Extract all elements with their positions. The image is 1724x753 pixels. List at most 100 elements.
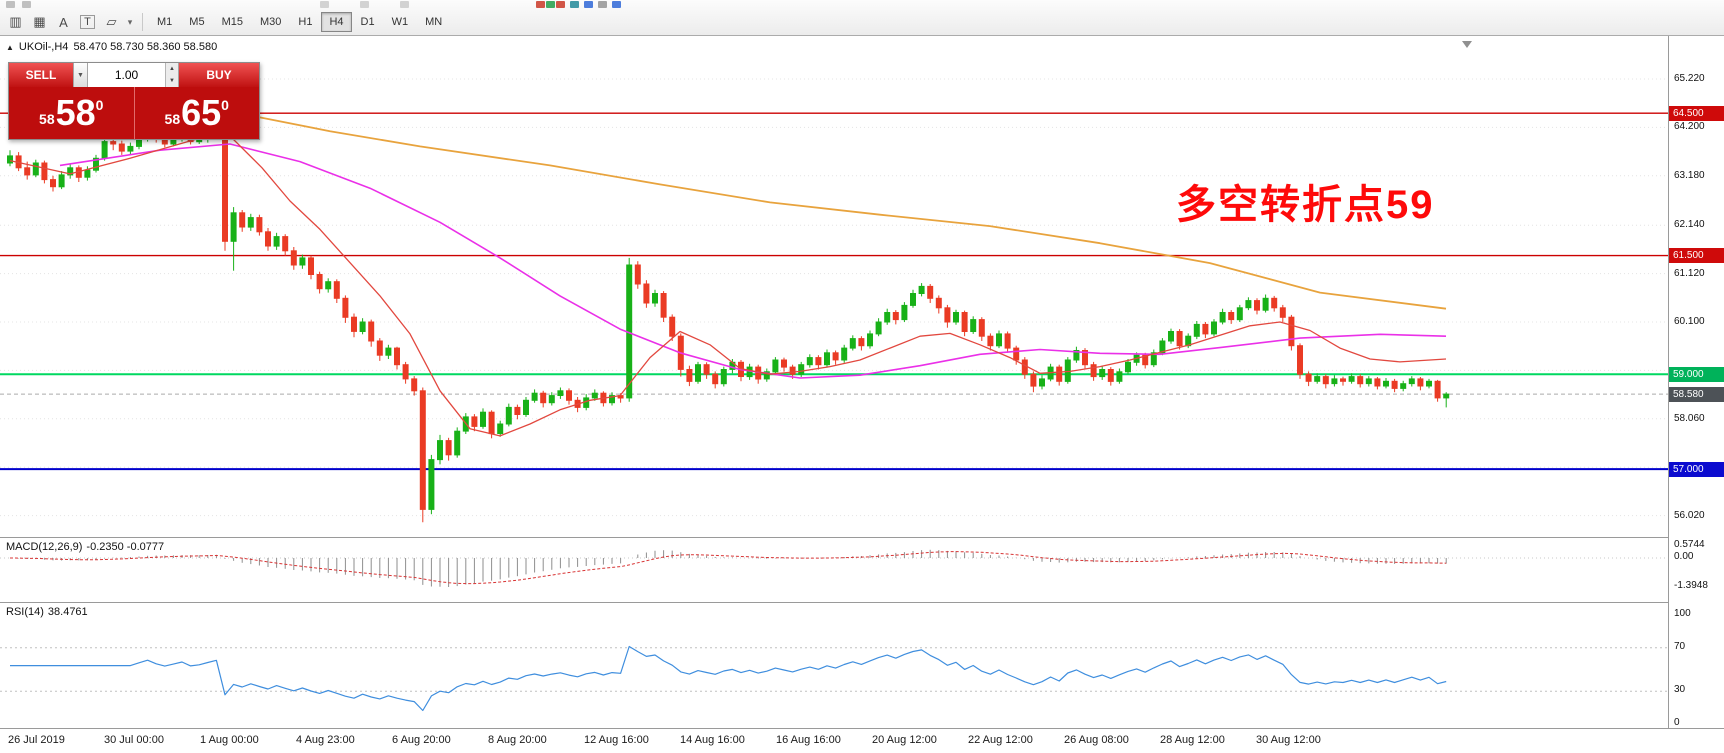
period-button-m15[interactable]: M15 bbox=[214, 12, 251, 32]
sell-price-prefix: 58 bbox=[39, 111, 55, 127]
collapse-panel-arrow[interactable]: ▲ bbox=[6, 42, 14, 52]
time-axis-label: 26 Jul 2019 bbox=[8, 734, 65, 746]
period-button-h4[interactable]: H4 bbox=[321, 12, 352, 32]
text-label-icon[interactable]: T bbox=[76, 11, 99, 33]
rsi-panel[interactable]: RSI(14) 38.4761 bbox=[0, 602, 1668, 728]
chart-annotation-text: 多空转折点59 bbox=[1176, 183, 1435, 227]
price-axis-label: 63.180 bbox=[1674, 170, 1705, 181]
price-axis-label: 65.220 bbox=[1674, 73, 1705, 84]
macd-axis-label: 0.5744 bbox=[1674, 539, 1705, 550]
time-axis-label: 30 Aug 12:00 bbox=[1256, 734, 1321, 746]
sell-button[interactable]: SELL bbox=[9, 63, 73, 87]
chart-window-icon[interactable]: ▥ bbox=[4, 11, 27, 33]
price-chart-svg bbox=[0, 78, 1668, 523]
rsi-axis-label: 30 bbox=[1674, 684, 1686, 695]
macd-title: MACD(12,26,9) bbox=[6, 541, 83, 553]
price-level-badge: 59.000 bbox=[1669, 367, 1724, 382]
time-axis[interactable]: 26 Jul 2019 30 Jul 00:00 1 Aug 00:00 4 Aug … bbox=[0, 728, 1724, 753]
volume-value: 1.00 bbox=[114, 68, 139, 82]
clipped-toolbar-icon bbox=[570, 1, 579, 8]
rsi-value: 38.4761 bbox=[47, 606, 88, 618]
price-axis[interactable]: 65.220 64.200 63.180 62.140 61.120 60.100 58.0… bbox=[1668, 36, 1724, 728]
macd-values: -0.2350 -0.0777 bbox=[86, 541, 165, 553]
timeframe-buttons: M1 M5 M15 M30 H1 H4 D1 W1 MN bbox=[149, 12, 450, 32]
period-button-m5[interactable]: M5 bbox=[181, 12, 212, 32]
volume-stepper: ▲ ▼ bbox=[165, 63, 179, 87]
macd-svg bbox=[0, 549, 1668, 587]
volume-input[interactable]: 1.00 bbox=[87, 63, 165, 87]
time-axis-label: 30 Jul 00:00 bbox=[104, 734, 164, 746]
time-axis-label: 14 Aug 16:00 bbox=[680, 734, 745, 746]
time-axis-label: 4 Aug 23:00 bbox=[296, 734, 355, 746]
period-button-m1[interactable]: M1 bbox=[149, 12, 180, 32]
volume-dropdown-button[interactable]: ▼ bbox=[73, 63, 87, 87]
tool-icons: ▥ ▦ A T ▱ ▾ bbox=[4, 11, 136, 33]
rsi-axis-label: 70 bbox=[1674, 641, 1686, 652]
rsi-axis-label: 0 bbox=[1674, 717, 1680, 728]
time-axis-label: 22 Aug 12:00 bbox=[968, 734, 1033, 746]
time-axis-label: 1 Aug 00:00 bbox=[200, 734, 259, 746]
tile-windows-icon[interactable]: ▦ bbox=[28, 11, 51, 33]
price-level-badge: 64.500 bbox=[1669, 106, 1724, 121]
line-studies-dropdown-icon[interactable]: ▾ bbox=[124, 11, 136, 33]
clipped-toolbar-icon bbox=[584, 1, 593, 8]
rsi-axis-label: 100 bbox=[1674, 608, 1691, 619]
time-axis-label: 16 Aug 16:00 bbox=[776, 734, 841, 746]
time-axis-label: 6 Aug 20:00 bbox=[392, 734, 451, 746]
clipped-toolbar-icon bbox=[6, 1, 15, 8]
volume-increase-button[interactable]: ▲ bbox=[169, 66, 175, 72]
rsi-svg bbox=[0, 645, 1668, 712]
trade-panel-controls: SELL ▼ 1.00 ▲ ▼ BUY bbox=[9, 63, 259, 87]
price-level-badge: 57.000 bbox=[1669, 462, 1724, 477]
line-studies-icon[interactable]: ▱ bbox=[100, 11, 123, 33]
time-axis-label: 28 Aug 12:00 bbox=[1160, 734, 1225, 746]
tool-row: ▥ ▦ A T ▱ ▾ M1 M5 M15 M30 H1 H4 D1 W1 MN bbox=[4, 10, 450, 34]
period-button-w1[interactable]: W1 bbox=[384, 12, 417, 32]
price-axis-label: 64.200 bbox=[1674, 121, 1705, 132]
macd-header: MACD(12,26,9) -0.2350 -0.0777 bbox=[6, 541, 164, 553]
symbol-header: ▲ UKOil-,H4 58.470 58.730 58.360 58.580 bbox=[6, 41, 217, 53]
price-axis-label: 56.020 bbox=[1674, 510, 1705, 521]
text-annotation-icon[interactable]: A bbox=[52, 11, 75, 33]
time-axis-label: 8 Aug 20:00 bbox=[488, 734, 547, 746]
period-button-h1[interactable]: H1 bbox=[290, 12, 320, 32]
trade-panel-prices: 58 58 0 58 65 0 bbox=[9, 87, 259, 139]
clipped-toolbar-icon bbox=[320, 1, 329, 8]
macd-axis-label: 0.00 bbox=[1674, 551, 1694, 562]
period-button-m30[interactable]: M30 bbox=[252, 12, 289, 32]
volume-decrease-button[interactable]: ▼ bbox=[169, 78, 175, 84]
chart-canvas[interactable]: ▲ UKOil-,H4 58.470 58.730 58.360 58.580 … bbox=[0, 36, 1668, 537]
price-axis-label: 61.120 bbox=[1674, 268, 1705, 279]
time-axis-label: 26 Aug 08:00 bbox=[1064, 734, 1129, 746]
buy-price-display[interactable]: 58 65 0 bbox=[133, 87, 260, 139]
sell-price-pip: 0 bbox=[95, 97, 104, 113]
rsi-title: RSI(14) bbox=[6, 606, 44, 618]
chart-shift-marker[interactable] bbox=[1462, 41, 1472, 48]
one-click-trading-panel: SELL ▼ 1.00 ▲ ▼ BUY 58 58 0 bbox=[8, 62, 260, 140]
symbol-title: UKOil-,H4 bbox=[18, 41, 69, 53]
clipped-toolbar-icon bbox=[556, 1, 565, 8]
buy-price-big-digits: 65 bbox=[181, 92, 222, 133]
sell-price-display[interactable]: 58 58 0 bbox=[9, 87, 134, 139]
chevron-down-icon: ▼ bbox=[77, 71, 84, 79]
buy-price-pip: 0 bbox=[221, 97, 229, 113]
macd-axis-label: -1.3948 bbox=[1674, 580, 1708, 591]
price-axis-label: 62.140 bbox=[1674, 219, 1705, 230]
buy-button[interactable]: BUY bbox=[179, 63, 259, 87]
time-axis-label: 12 Aug 16:00 bbox=[584, 734, 649, 746]
clipped-toolbar-icon bbox=[400, 1, 409, 8]
period-button-d1[interactable]: D1 bbox=[353, 12, 383, 32]
clipped-toolbar-icon bbox=[360, 1, 369, 8]
clipped-toolbar-icon bbox=[536, 1, 545, 8]
clipped-toolbar-icon bbox=[612, 1, 621, 8]
period-button-mn[interactable]: MN bbox=[417, 12, 450, 32]
buy-price-prefix: 58 bbox=[164, 111, 181, 127]
time-axis-label: 20 Aug 12:00 bbox=[872, 734, 937, 746]
clipped-toolbar-icon bbox=[546, 1, 555, 8]
rsi-header: RSI(14) 38.4761 bbox=[6, 606, 88, 618]
clipped-toolbar-icon bbox=[22, 1, 31, 8]
macd-panel[interactable]: MACD(12,26,9) -0.2350 -0.0777 bbox=[0, 537, 1668, 602]
price-axis-label: 58.060 bbox=[1674, 413, 1705, 424]
price-axis-label: 60.100 bbox=[1674, 316, 1705, 327]
